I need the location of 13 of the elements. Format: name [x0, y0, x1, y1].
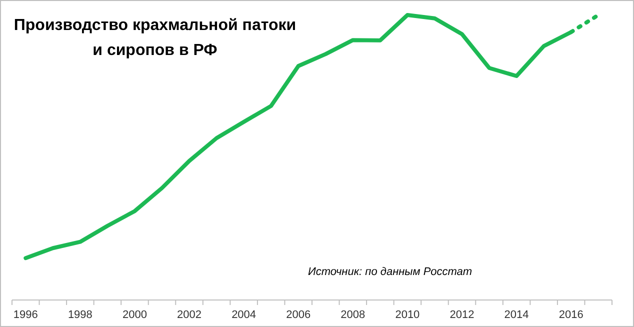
x-tick-label: 2008: [340, 309, 366, 321]
x-tick-label: 2010: [395, 309, 420, 321]
text: Производство крахмальной патоки и сиропов в РФ: [14, 17, 296, 59]
x-tick-label: 2000: [122, 309, 147, 321]
x-tick-label: 2012: [450, 309, 474, 321]
x-tick-label: 2016: [558, 309, 584, 321]
x-tick-label: 2006: [286, 309, 311, 321]
x-tick-label: 2004: [232, 309, 256, 321]
x-tick-label: 2014: [504, 309, 529, 321]
x-tick-label: 1998: [68, 309, 92, 321]
x-tick-label: 2002: [177, 309, 202, 321]
x-tick-label: 1996: [13, 309, 38, 321]
annotation: Источник: по данным Росстат: [308, 266, 472, 278]
